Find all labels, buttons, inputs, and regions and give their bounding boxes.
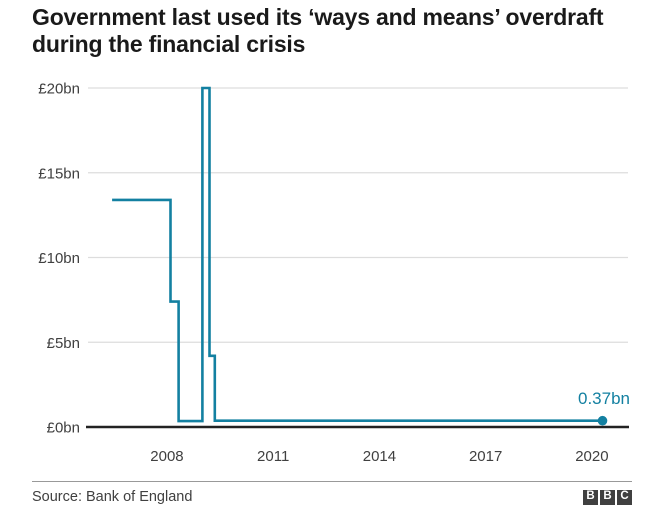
y-axis-tick-label: £0bn bbox=[47, 420, 80, 437]
y-axis-tick-label: £5bn bbox=[47, 335, 80, 352]
y-axis-tick-label: £20bn bbox=[38, 81, 80, 98]
x-axis-tick-label: 2014 bbox=[363, 448, 396, 465]
y-axis-tick-label: £15bn bbox=[38, 165, 80, 182]
chart-footer: Source: Bank of England B B C bbox=[32, 481, 632, 505]
chart-canvas: £0bn £5bn £10bn £15bn £20bn 2008 2011 2014 2017 2… bbox=[38, 81, 630, 466]
end-value-label: 0.37bn bbox=[578, 389, 630, 408]
y-axis-tick-label: £10bn bbox=[38, 250, 80, 267]
x-axis-tick-label: 2008 bbox=[150, 448, 183, 465]
source-attribution: Source: Bank of England bbox=[32, 489, 193, 505]
series-end-dot bbox=[597, 415, 608, 426]
chart-title: Government last used its ‘ways and means… bbox=[32, 4, 604, 58]
data-line bbox=[112, 86, 603, 423]
x-axis-tick-label: 2011 bbox=[257, 448, 289, 465]
bbc-logo-block: B bbox=[583, 489, 598, 505]
bbc-logo: B B C bbox=[583, 489, 632, 505]
bbc-logo-block: B bbox=[600, 489, 615, 505]
x-axis-tick-label: 2020 bbox=[575, 448, 608, 465]
bbc-logo-block: C bbox=[617, 489, 632, 505]
x-axis-tick-label: 2017 bbox=[469, 448, 502, 465]
